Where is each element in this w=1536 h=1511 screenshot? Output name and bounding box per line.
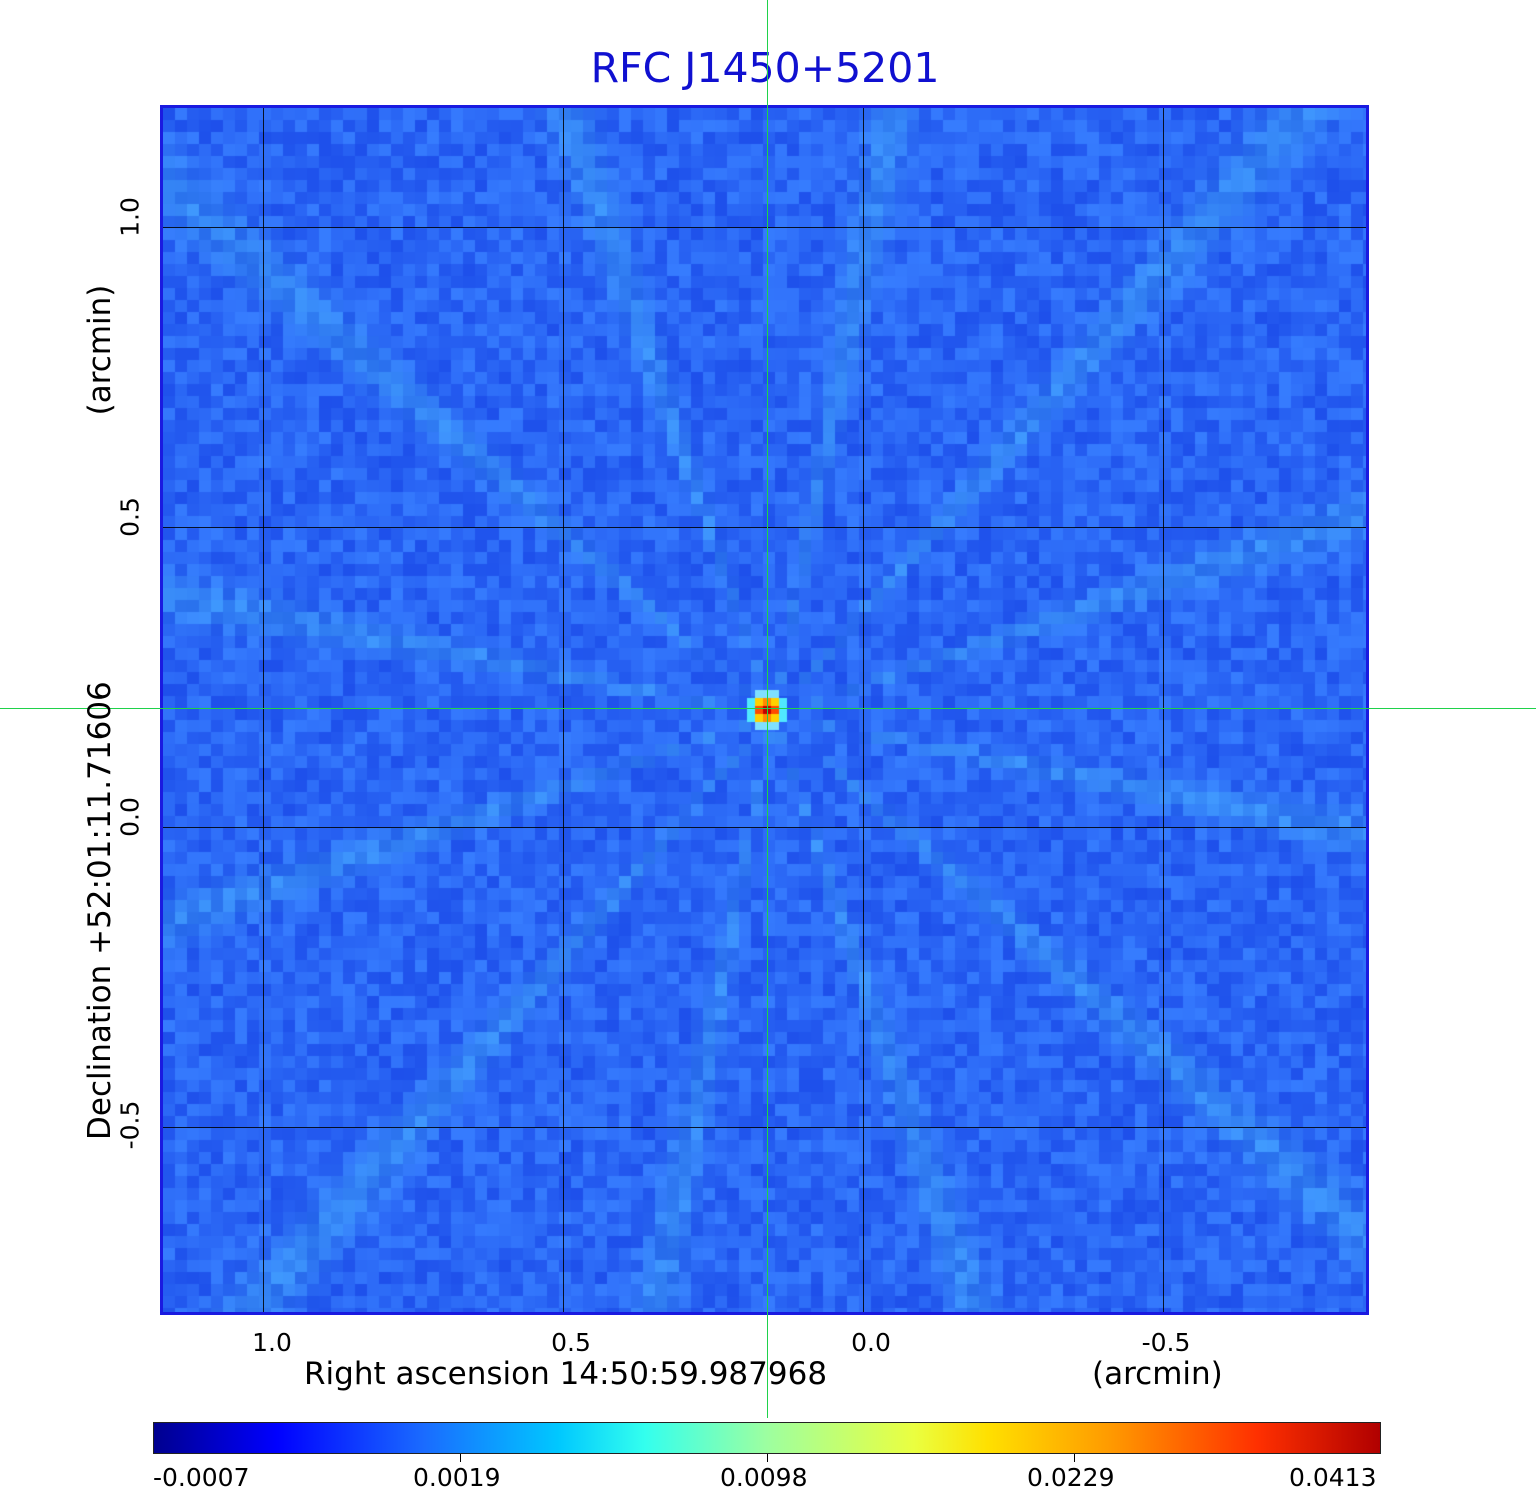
grid-line-horizontal — [163, 827, 1366, 828]
grid-line-horizontal — [163, 1127, 1366, 1128]
y-tick-label: 0.5 — [115, 497, 145, 537]
colorbar-label: 0.0098 — [720, 1463, 808, 1492]
crosshair-vertical — [767, 0, 768, 1418]
x-tick-label: 0.0 — [851, 1328, 891, 1357]
x-tick-label: 0.5 — [551, 1328, 591, 1357]
x-tick-label: 1.0 — [252, 1328, 292, 1357]
grid-line-vertical — [863, 108, 864, 1312]
colorbar-tick — [460, 1454, 461, 1462]
colorbar-label: 0.0413 — [1289, 1463, 1377, 1492]
x-tick-label: -0.5 — [1141, 1328, 1191, 1357]
grid-line-vertical — [563, 108, 564, 1312]
intensity-map — [163, 108, 1366, 1312]
colorbar-label: -0.0007 — [153, 1463, 250, 1492]
y-tick-label: 0.0 — [115, 797, 145, 837]
y-axis-unit: (arcmin) — [82, 284, 118, 416]
y-tick-label: -0.5 — [115, 1100, 145, 1150]
grid-line-horizontal — [163, 527, 1366, 528]
colorbar-tick — [1074, 1454, 1075, 1462]
grid-line-vertical — [1163, 108, 1164, 1312]
colorbar-label: 0.0019 — [413, 1463, 501, 1492]
image-title: RFC J1450+5201 — [590, 44, 940, 92]
grid-line-vertical — [263, 108, 264, 1312]
colorbar-label: 0.0229 — [1027, 1463, 1115, 1492]
x-axis-unit: (arcmin) — [1092, 1356, 1223, 1392]
colorbar-tick — [767, 1454, 768, 1462]
colorbar — [153, 1422, 1381, 1454]
crosshair-horizontal — [0, 708, 1536, 709]
y-tick-label: 1.0 — [115, 197, 145, 237]
y-axis-label: Declination +52:01:11.71606 — [82, 681, 118, 1140]
radio-image-panel — [160, 105, 1369, 1315]
grid-line-horizontal — [163, 227, 1366, 228]
x-axis-label: Right ascension 14:50:59.987968 — [304, 1356, 828, 1392]
